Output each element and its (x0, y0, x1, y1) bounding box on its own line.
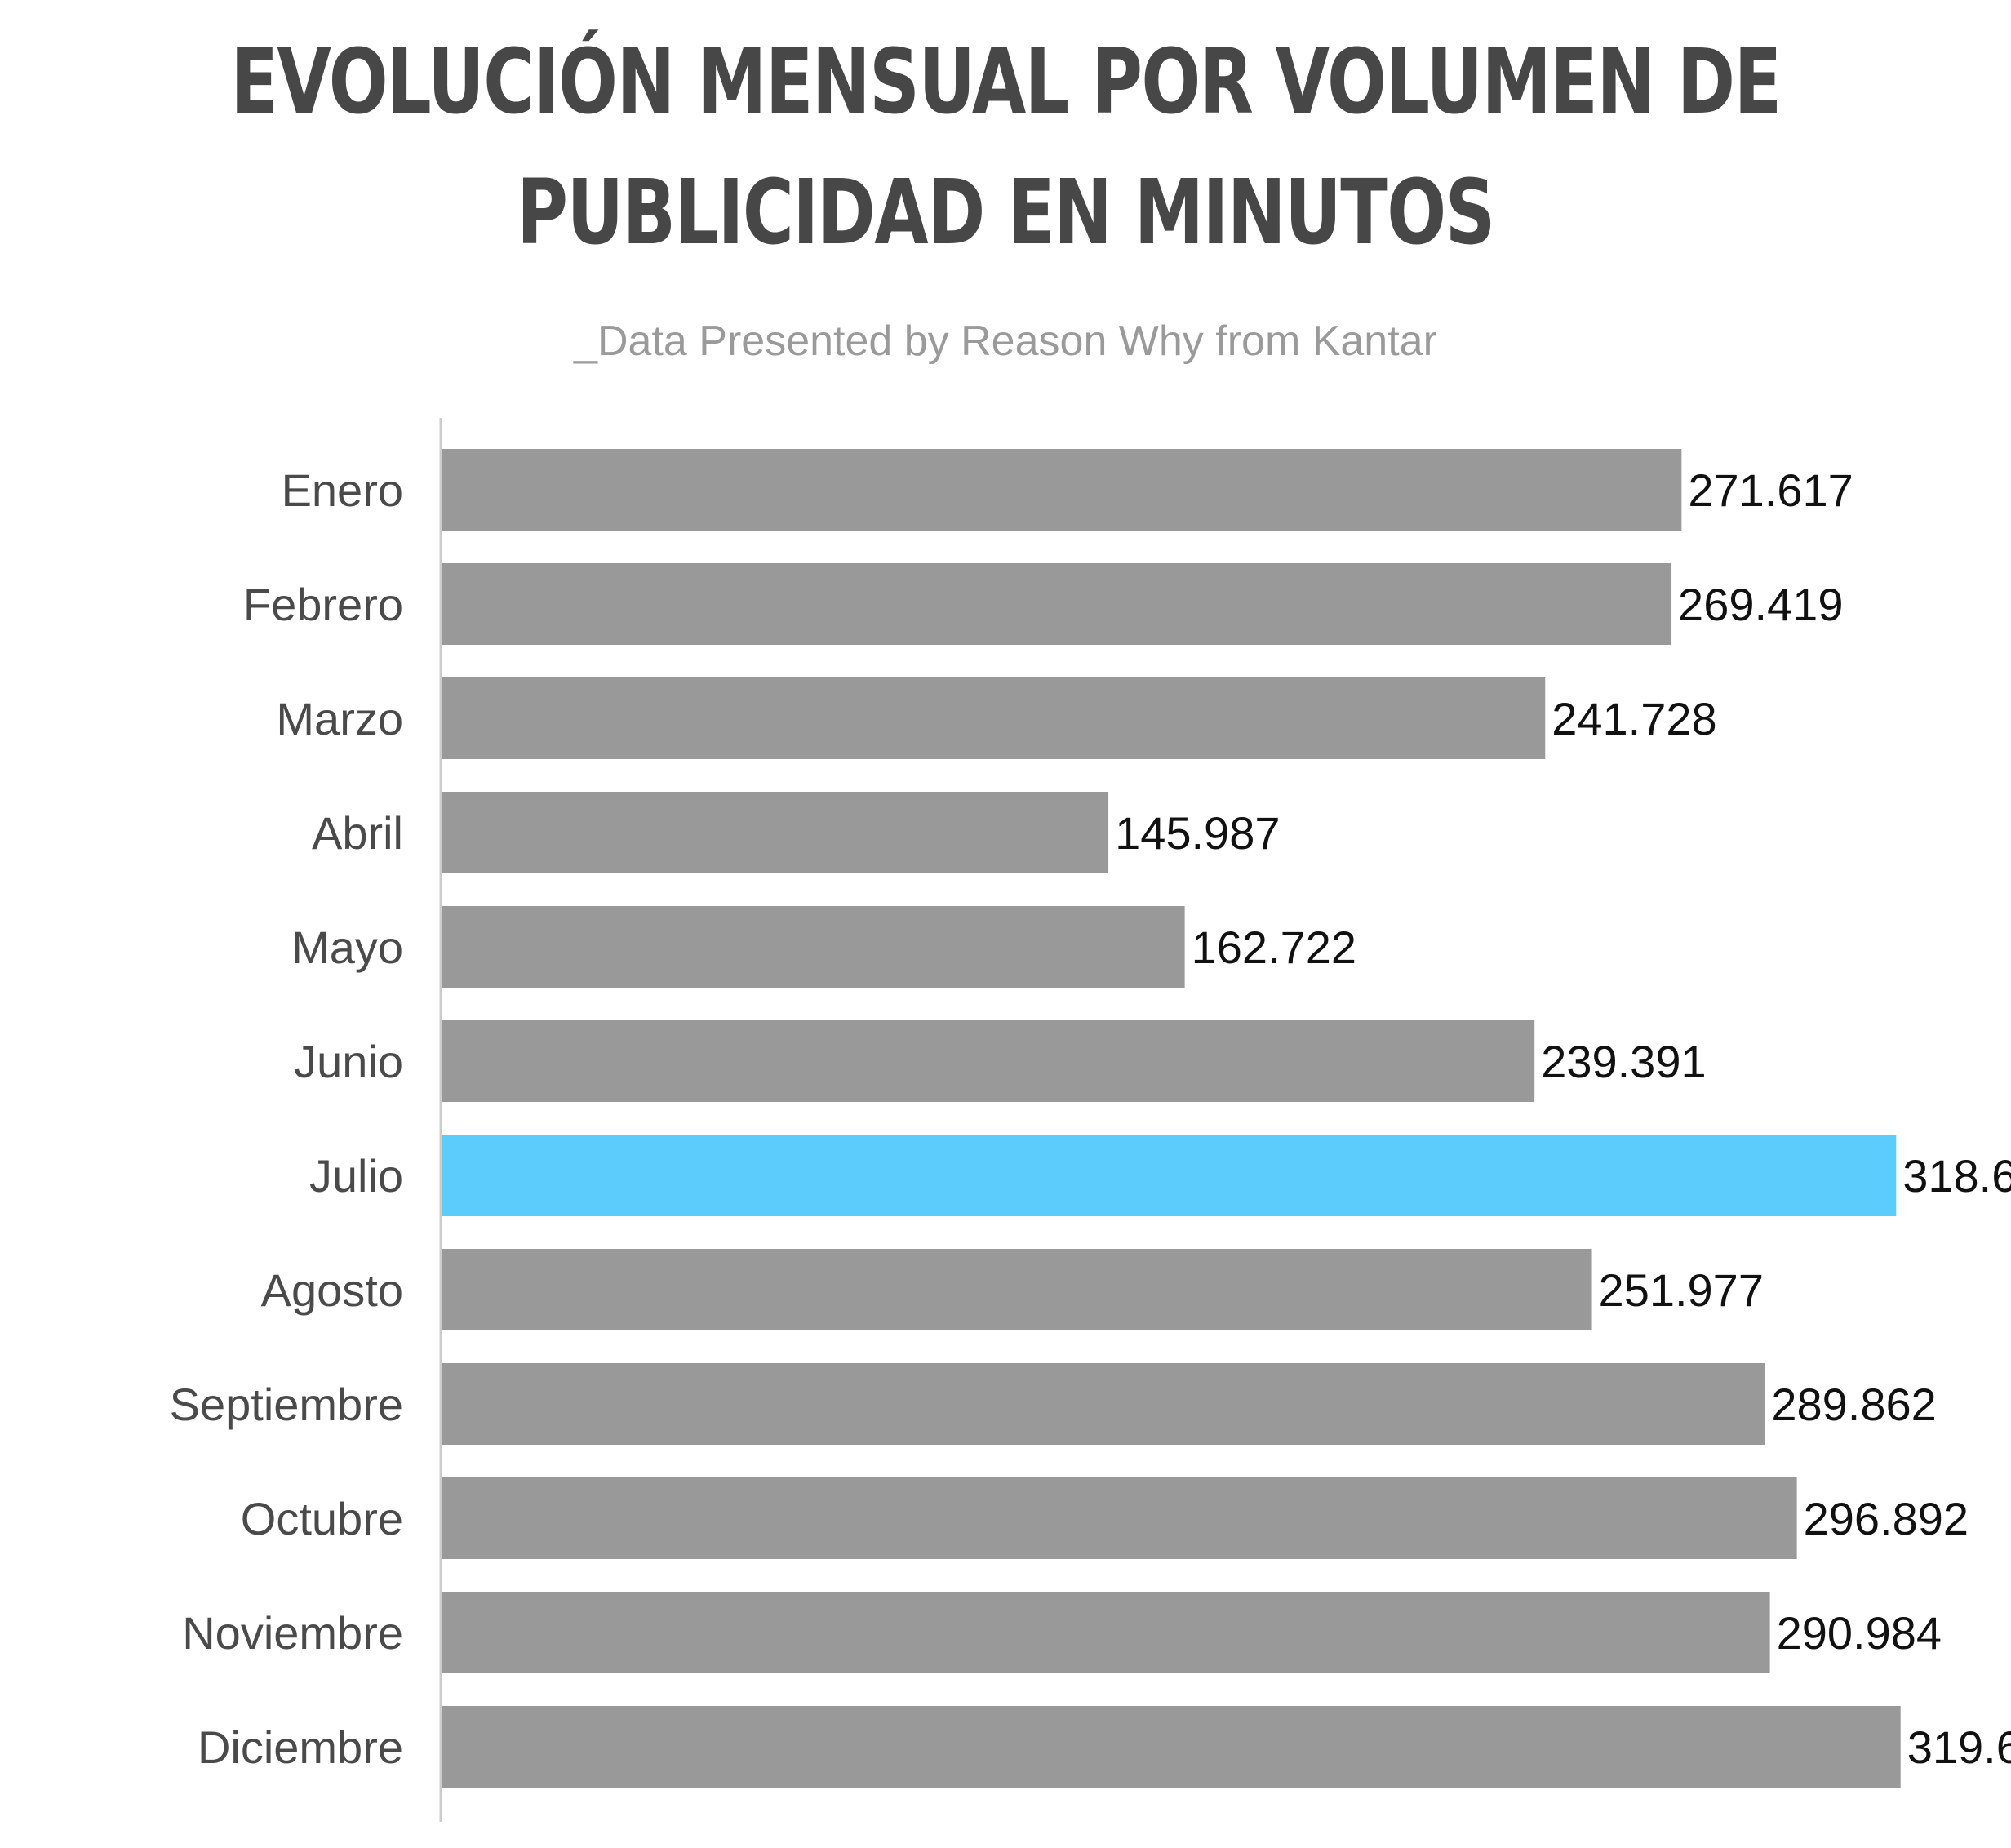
category-label-enero: Enero (282, 464, 403, 516)
bar-noviembre (442, 1592, 1770, 1673)
bar-abril (442, 792, 1109, 873)
category-label-julio: Julio (309, 1150, 403, 1202)
value-label-diciembre: 319.626 (1907, 1721, 2011, 1773)
bar-enero (442, 449, 1682, 531)
value-label-noviembre: 290.984 (1777, 1607, 1942, 1659)
category-label-mayo: Mayo (291, 922, 403, 973)
value-label-marzo: 241.728 (1552, 693, 1716, 744)
value-label-agosto: 251.977 (1599, 1264, 1764, 1316)
category-label-febrero: Febrero (243, 579, 403, 630)
category-label-septiembre: Septiembre (170, 1379, 403, 1430)
value-label-mayo: 162.722 (1192, 922, 1356, 973)
category-label-diciembre: Diciembre (198, 1721, 403, 1773)
category-label-marzo: Marzo (276, 693, 403, 744)
value-label-febrero: 269.419 (1678, 579, 1843, 630)
bar-junio (442, 1020, 1535, 1102)
category-label-junio: Junio (294, 1036, 403, 1087)
value-label-julio: 318.649 (1902, 1150, 2011, 1202)
chart-title-line-1: EVOLUCIÓN MENSUAL POR VOLUMEN DE (230, 29, 1782, 134)
value-label-abril: 145.987 (1115, 807, 1280, 859)
value-label-enero: 271.617 (1688, 464, 1853, 516)
chart-subtitle: _Data Presented by Reason Why from Kanta… (574, 318, 1437, 365)
bar-julio (442, 1135, 1897, 1216)
bar-diciembre (442, 1706, 1901, 1788)
chart-title-line-2: PUBLICIDAD EN MINUTOS (517, 160, 1495, 264)
category-label-octubre: Octubre (241, 1493, 403, 1544)
bars-group: Enero 271.617 Febrero 269.419 Marzo 241.728 Ab… (170, 449, 2011, 1788)
bar-mayo (442, 906, 1185, 988)
bar-febrero (442, 563, 1672, 645)
bar-octubre (442, 1477, 1797, 1559)
category-label-agosto: Agosto (261, 1264, 403, 1316)
value-label-octubre: 296.892 (1804, 1493, 1969, 1544)
category-label-noviembre: Noviembre (182, 1607, 403, 1659)
value-label-junio: 239.391 (1541, 1036, 1706, 1087)
category-label-abril: Abril (312, 807, 403, 859)
bar-septiembre (442, 1363, 1765, 1445)
chart-title: EVOLUCIÓN MENSUAL POR VOLUMEN DE PUBLICI… (221, 16, 1790, 278)
bar-agosto (442, 1249, 1592, 1330)
value-label-septiembre: 289.862 (1771, 1379, 1936, 1430)
bar-marzo (442, 677, 1546, 759)
